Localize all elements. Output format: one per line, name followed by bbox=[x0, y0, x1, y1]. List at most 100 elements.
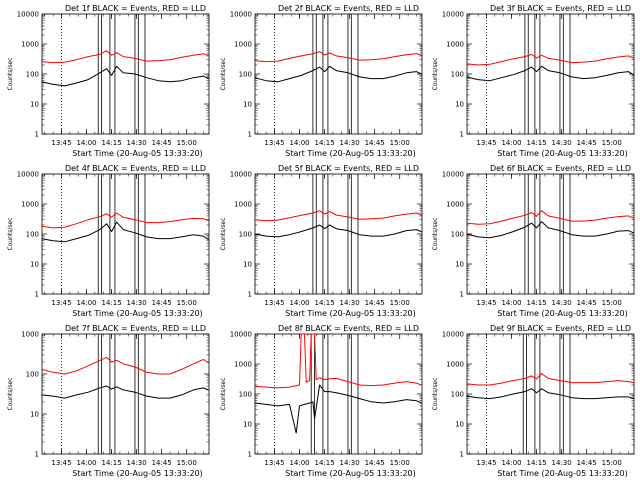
x-tick-label: 15:00 bbox=[390, 139, 410, 147]
x-tick-label: 14:00 bbox=[289, 139, 309, 147]
y-axis-label: Counts/sec bbox=[220, 377, 227, 410]
x-tick-label: 14:15 bbox=[314, 139, 334, 147]
x-tick-label: 15:00 bbox=[177, 299, 197, 307]
y-tick-label: 1000 bbox=[21, 331, 39, 339]
x-tick-label: 14:00 bbox=[76, 459, 96, 467]
plot-frame bbox=[254, 333, 423, 455]
y-tick-label: 1 bbox=[460, 291, 464, 299]
x-tick-label: 14:45 bbox=[152, 459, 172, 467]
y-tick-label: 1000 bbox=[234, 201, 252, 209]
events-series-line bbox=[254, 384, 422, 434]
y-tick-label: 10000 bbox=[230, 171, 252, 179]
detector-panel: Det 4f BLACK = Events, RED = LLD Counts/s… bbox=[7, 164, 210, 318]
x-tick-label: 14:30 bbox=[552, 299, 572, 307]
events-series-line bbox=[466, 65, 634, 82]
x-axis-label: Start Time (20-Aug-05 13:33:20) bbox=[72, 469, 203, 478]
x-tick-label: 15:00 bbox=[177, 139, 197, 147]
y-tick-label: 10000 bbox=[17, 11, 39, 19]
lld-series-line bbox=[41, 356, 209, 375]
detector-panel: Det 1f BLACK = Events, RED = LLD Counts/s… bbox=[7, 4, 210, 158]
x-tick-label: 14:45 bbox=[365, 459, 385, 467]
x-tick-label: 14:15 bbox=[101, 299, 121, 307]
x-tick-label: 14:15 bbox=[526, 299, 546, 307]
x-tick-label: 13:45 bbox=[264, 299, 284, 307]
y-tick-label: 100 bbox=[239, 391, 252, 399]
lld-series-line bbox=[254, 210, 422, 222]
x-tick-label: 14:30 bbox=[340, 459, 360, 467]
y-axis-label: Counts/sec bbox=[432, 217, 439, 250]
x-axis-label: Start Time (20-Aug-05 13:33:20) bbox=[72, 149, 203, 158]
plot-frame bbox=[41, 333, 210, 455]
detector-panel: Det 8f BLACK = Events, RED = LLD Counts/s… bbox=[220, 324, 423, 478]
plot-frame bbox=[466, 333, 635, 455]
panel-title: Det 4f BLACK = Events, RED = LLD bbox=[65, 164, 206, 173]
x-tick-label: 14:00 bbox=[76, 139, 96, 147]
x-tick-label: 14:45 bbox=[577, 299, 597, 307]
y-tick-label: 100 bbox=[26, 231, 39, 239]
detector-panel: Det 6f BLACK = Events, RED = LLD Counts/s… bbox=[432, 164, 635, 318]
y-tick-label: 100 bbox=[239, 231, 252, 239]
x-tick-label: 14:30 bbox=[127, 299, 147, 307]
y-tick-label: 1 bbox=[248, 131, 252, 139]
y-tick-label: 1000 bbox=[21, 41, 39, 49]
x-tick-label: 14:15 bbox=[314, 299, 334, 307]
y-tick-label: 1 bbox=[35, 131, 39, 139]
detector-panel: Det 3f BLACK = Events, RED = LLD Counts/s… bbox=[432, 4, 635, 158]
lld-series-line bbox=[254, 51, 422, 63]
x-tick-label: 14:00 bbox=[501, 459, 521, 467]
events-series-line bbox=[41, 65, 209, 87]
x-tick-label: 14:45 bbox=[152, 139, 172, 147]
x-tick-label: 15:00 bbox=[177, 459, 197, 467]
x-axis-label: Start Time (20-Aug-05 13:33:20) bbox=[285, 309, 416, 318]
x-tick-label: 14:15 bbox=[101, 139, 121, 147]
y-tick-label: 1000 bbox=[21, 201, 39, 209]
x-tick-label: 14:45 bbox=[577, 459, 597, 467]
x-tick-label: 14:15 bbox=[314, 459, 334, 467]
x-tick-label: 14:45 bbox=[152, 299, 172, 307]
y-tick-label: 1 bbox=[248, 291, 252, 299]
x-tick-label: 14:00 bbox=[289, 299, 309, 307]
panel-title: Det 9f BLACK = Events, RED = LLD bbox=[490, 324, 631, 333]
x-axis-label: Start Time (20-Aug-05 13:33:20) bbox=[497, 149, 628, 158]
plot-frame bbox=[466, 13, 635, 135]
panel-title: Det 1f BLACK = Events, RED = LLD bbox=[65, 4, 206, 13]
y-tick-label: 1 bbox=[35, 451, 39, 459]
detector-panel: Det 5f BLACK = Events, RED = LLD Counts/s… bbox=[220, 164, 423, 318]
x-tick-label: 15:00 bbox=[390, 459, 410, 467]
y-tick-label: 10 bbox=[455, 101, 464, 109]
panel-title: Det 6f BLACK = Events, RED = LLD bbox=[490, 164, 631, 173]
y-tick-label: 100 bbox=[239, 71, 252, 79]
y-tick-label: 1 bbox=[248, 451, 252, 459]
y-axis-label: Counts/sec bbox=[7, 57, 14, 90]
y-tick-label: 10000 bbox=[230, 11, 252, 19]
y-axis-label: Counts/sec bbox=[220, 57, 227, 90]
events-series-line bbox=[41, 221, 209, 243]
detector-panel: Det 9f BLACK = Events, RED = LLD Counts/s… bbox=[432, 324, 635, 478]
y-tick-label: 1000 bbox=[234, 41, 252, 49]
x-tick-label: 13:45 bbox=[476, 459, 496, 467]
events-series-line bbox=[41, 385, 209, 399]
y-tick-label: 1000 bbox=[446, 201, 464, 209]
y-tick-label: 100 bbox=[451, 231, 464, 239]
lld-series-line bbox=[466, 53, 634, 66]
x-tick-label: 15:00 bbox=[602, 139, 622, 147]
detector-panel: Det 2f BLACK = Events, RED = LLD Counts/s… bbox=[220, 4, 423, 158]
x-tick-label: 14:45 bbox=[365, 139, 385, 147]
y-tick-label: 10 bbox=[455, 421, 464, 429]
panel-title: Det 3f BLACK = Events, RED = LLD bbox=[490, 4, 631, 13]
y-axis-label: Counts/sec bbox=[7, 377, 14, 410]
plot-frame bbox=[41, 173, 210, 295]
plot-frame bbox=[41, 13, 210, 135]
y-tick-label: 1 bbox=[460, 451, 464, 459]
events-series-line bbox=[254, 224, 422, 238]
x-tick-label: 13:45 bbox=[51, 139, 71, 147]
x-axis-label: Start Time (20-Aug-05 13:33:20) bbox=[72, 309, 203, 318]
y-tick-label: 1000 bbox=[446, 41, 464, 49]
x-tick-label: 13:45 bbox=[51, 459, 71, 467]
y-axis-label: Counts/sec bbox=[220, 217, 227, 250]
x-tick-label: 14:45 bbox=[365, 299, 385, 307]
y-tick-label: 10 bbox=[30, 411, 39, 419]
events-series-line bbox=[466, 221, 634, 239]
x-tick-label: 15:00 bbox=[390, 299, 410, 307]
x-tick-label: 14:30 bbox=[127, 139, 147, 147]
